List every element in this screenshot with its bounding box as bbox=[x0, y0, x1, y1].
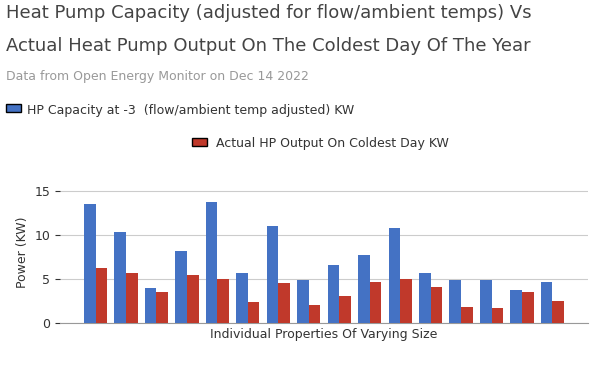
Bar bbox=[431, 287, 442, 323]
Text: Actual HP Output On Coldest Day KW: Actual HP Output On Coldest Day KW bbox=[216, 137, 449, 150]
X-axis label: Individual Properties Of Varying Size: Individual Properties Of Varying Size bbox=[211, 328, 437, 341]
Bar bbox=[419, 273, 431, 323]
Bar bbox=[236, 273, 248, 323]
Bar bbox=[339, 296, 351, 323]
Y-axis label: Power (KW): Power (KW) bbox=[16, 217, 29, 288]
Bar bbox=[449, 280, 461, 323]
Bar bbox=[84, 204, 95, 323]
Bar bbox=[511, 290, 522, 323]
Bar bbox=[248, 302, 259, 323]
Bar bbox=[187, 275, 199, 323]
Bar bbox=[480, 280, 491, 323]
Bar bbox=[206, 202, 217, 323]
Bar bbox=[309, 305, 320, 323]
Bar bbox=[358, 255, 370, 323]
Bar bbox=[267, 226, 278, 323]
Bar bbox=[461, 307, 473, 323]
Bar bbox=[553, 301, 564, 323]
Text: HP Capacity at -3  (flow/ambient temp adjusted) KW: HP Capacity at -3 (flow/ambient temp adj… bbox=[27, 104, 354, 117]
Text: Heat Pump Capacity (adjusted for flow/ambient temps) Vs: Heat Pump Capacity (adjusted for flow/am… bbox=[6, 4, 532, 22]
Bar bbox=[491, 308, 503, 323]
Bar bbox=[145, 288, 157, 323]
Bar bbox=[175, 250, 187, 323]
Bar bbox=[522, 292, 533, 323]
Bar bbox=[217, 279, 229, 323]
Bar bbox=[95, 268, 107, 323]
Bar bbox=[328, 265, 339, 323]
Bar bbox=[126, 273, 137, 323]
Bar bbox=[115, 232, 126, 323]
Text: Data from Open Energy Monitor on Dec 14 2022: Data from Open Energy Monitor on Dec 14 … bbox=[6, 70, 309, 83]
Bar bbox=[541, 282, 553, 323]
Bar bbox=[389, 229, 400, 323]
Bar bbox=[370, 282, 381, 323]
Text: Actual Heat Pump Output On The Coldest Day Of The Year: Actual Heat Pump Output On The Coldest D… bbox=[6, 37, 530, 55]
Bar bbox=[157, 292, 168, 323]
Bar bbox=[400, 279, 412, 323]
Bar bbox=[297, 280, 309, 323]
Bar bbox=[278, 283, 290, 323]
